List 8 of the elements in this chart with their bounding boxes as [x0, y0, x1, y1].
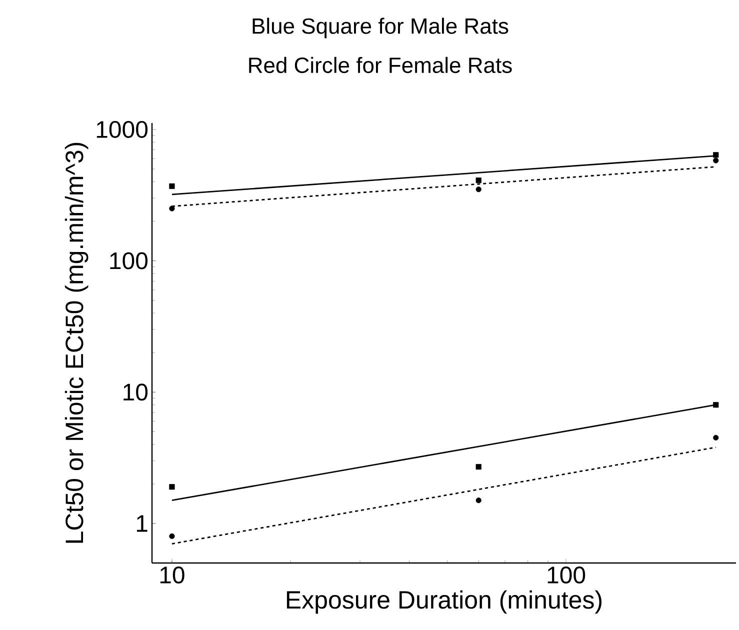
x-axis-title: Exposure Duration (minutes) [286, 590, 602, 614]
y-tick-label: 1 [136, 515, 148, 532]
y-tick-label: 1000 [96, 120, 148, 138]
y-tick-label: 100 [110, 252, 148, 270]
y-tick-label: 10 [124, 384, 148, 401]
chart-subtitle: Red Circle for Female Rats [249, 56, 512, 74]
y-axis-title: LCt50 or Miotic ECt50 (mg.min/m^3) [64, 142, 88, 543]
chart-title: Blue Square for Male Rats [252, 18, 508, 38]
